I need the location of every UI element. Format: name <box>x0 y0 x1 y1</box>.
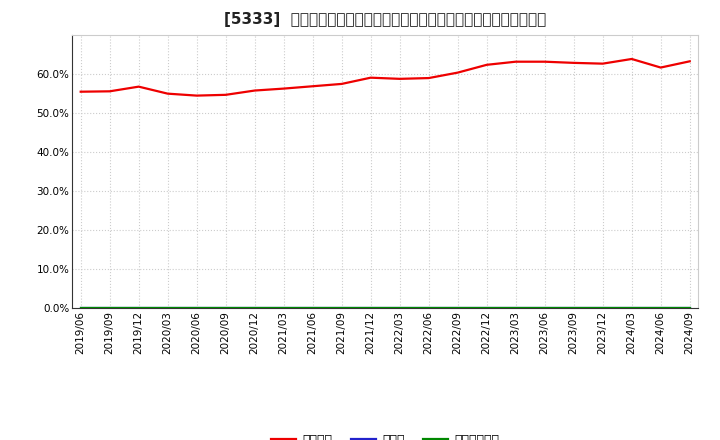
自己資本 <box>395 76 404 81</box>
自己資本 <box>511 59 520 64</box>
のれん <box>308 305 317 311</box>
のれん <box>135 305 143 311</box>
のれん <box>192 305 201 311</box>
自己資本 <box>366 75 375 81</box>
自己資本 <box>192 93 201 98</box>
Legend: 自己資本, のれん, 繰延税金資産: 自己資本, のれん, 繰延税金資産 <box>266 429 505 440</box>
繰延税金資産 <box>192 305 201 311</box>
のれん <box>570 305 578 311</box>
自己資本 <box>570 60 578 66</box>
繰延税金資産 <box>454 305 462 311</box>
のれん <box>627 305 636 311</box>
繰延税金資産 <box>279 305 288 311</box>
のれん <box>395 305 404 311</box>
繰延税金資産 <box>105 305 114 311</box>
Title: [5333]  自己資本、のれん、繰延税金資産の総資産に対する比率の推移: [5333] 自己資本、のれん、繰延税金資産の総資産に対する比率の推移 <box>224 12 546 27</box>
のれん <box>251 305 259 311</box>
繰延税金資産 <box>338 305 346 311</box>
のれん <box>338 305 346 311</box>
繰延税金資産 <box>541 305 549 311</box>
自己資本 <box>135 84 143 89</box>
自己資本 <box>308 84 317 89</box>
自己資本 <box>598 61 607 66</box>
繰延税金資産 <box>570 305 578 311</box>
繰延税金資産 <box>424 305 433 311</box>
自己資本 <box>76 89 85 94</box>
繰延税金資産 <box>627 305 636 311</box>
自己資本 <box>338 81 346 87</box>
のれん <box>657 305 665 311</box>
のれん <box>163 305 172 311</box>
繰延税金資産 <box>685 305 694 311</box>
繰延税金資産 <box>511 305 520 311</box>
繰延税金資産 <box>308 305 317 311</box>
自己資本 <box>541 59 549 64</box>
のれん <box>424 305 433 311</box>
のれん <box>454 305 462 311</box>
繰延税金資産 <box>76 305 85 311</box>
自己資本 <box>454 70 462 75</box>
のれん <box>221 305 230 311</box>
のれん <box>541 305 549 311</box>
のれん <box>511 305 520 311</box>
自己資本 <box>685 59 694 64</box>
繰延税金資産 <box>251 305 259 311</box>
のれん <box>76 305 85 311</box>
繰延税金資産 <box>163 305 172 311</box>
自己資本 <box>482 62 491 67</box>
自己資本 <box>627 56 636 62</box>
繰延税金資産 <box>482 305 491 311</box>
繰延税金資産 <box>221 305 230 311</box>
自己資本 <box>251 88 259 93</box>
繰延税金資産 <box>657 305 665 311</box>
繰延税金資産 <box>598 305 607 311</box>
のれん <box>366 305 375 311</box>
のれん <box>598 305 607 311</box>
のれん <box>482 305 491 311</box>
繰延税金資産 <box>395 305 404 311</box>
Line: 自己資本: 自己資本 <box>81 59 690 95</box>
繰延税金資産 <box>135 305 143 311</box>
のれん <box>685 305 694 311</box>
のれん <box>279 305 288 311</box>
自己資本 <box>163 91 172 96</box>
自己資本 <box>424 75 433 81</box>
繰延税金資産 <box>366 305 375 311</box>
自己資本 <box>279 86 288 91</box>
自己資本 <box>657 65 665 70</box>
のれん <box>105 305 114 311</box>
自己資本 <box>221 92 230 98</box>
自己資本 <box>105 89 114 94</box>
